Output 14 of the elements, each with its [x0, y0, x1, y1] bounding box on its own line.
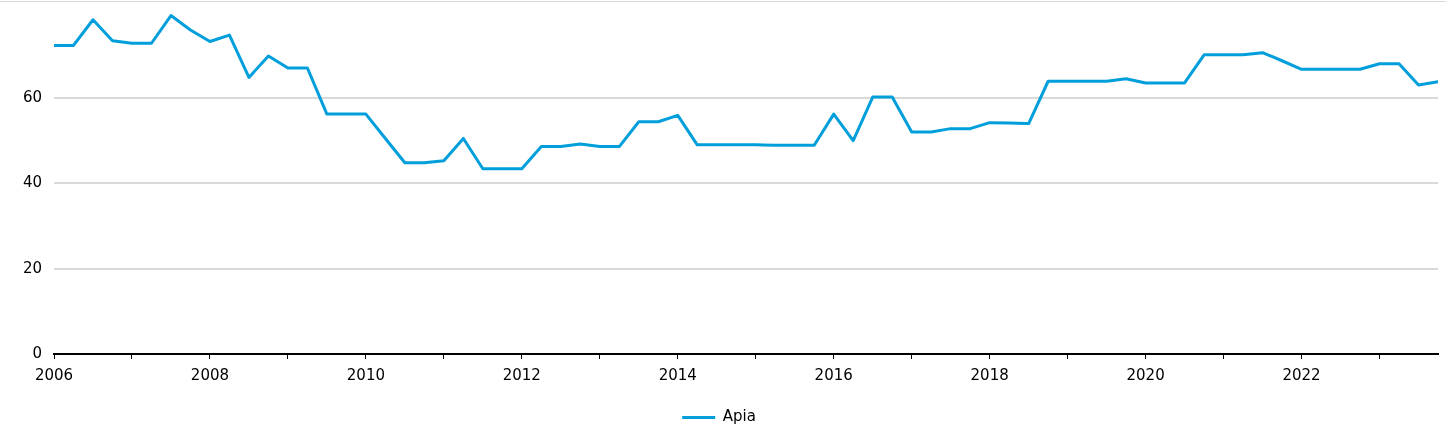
x-tick-label: 2010 [346, 365, 385, 384]
x-tick-label: 2012 [502, 365, 541, 384]
x-tick-label: 2014 [658, 365, 697, 384]
y-tick-label: 40 [22, 173, 42, 192]
x-tick-label: 2020 [1126, 365, 1165, 384]
x-tick-label: 2022 [1282, 365, 1321, 384]
y-tick-label: 20 [22, 258, 42, 277]
x-tick-label: 2018 [970, 365, 1009, 384]
x-tick-label: 2016 [814, 365, 853, 384]
y-tick-label: 0 [32, 343, 42, 362]
x-tick-label: 2008 [190, 365, 230, 384]
legend-label: Apia [722, 407, 756, 426]
x-tick-label: 2006 [34, 365, 74, 384]
y-tick-label: 60 [22, 87, 42, 106]
